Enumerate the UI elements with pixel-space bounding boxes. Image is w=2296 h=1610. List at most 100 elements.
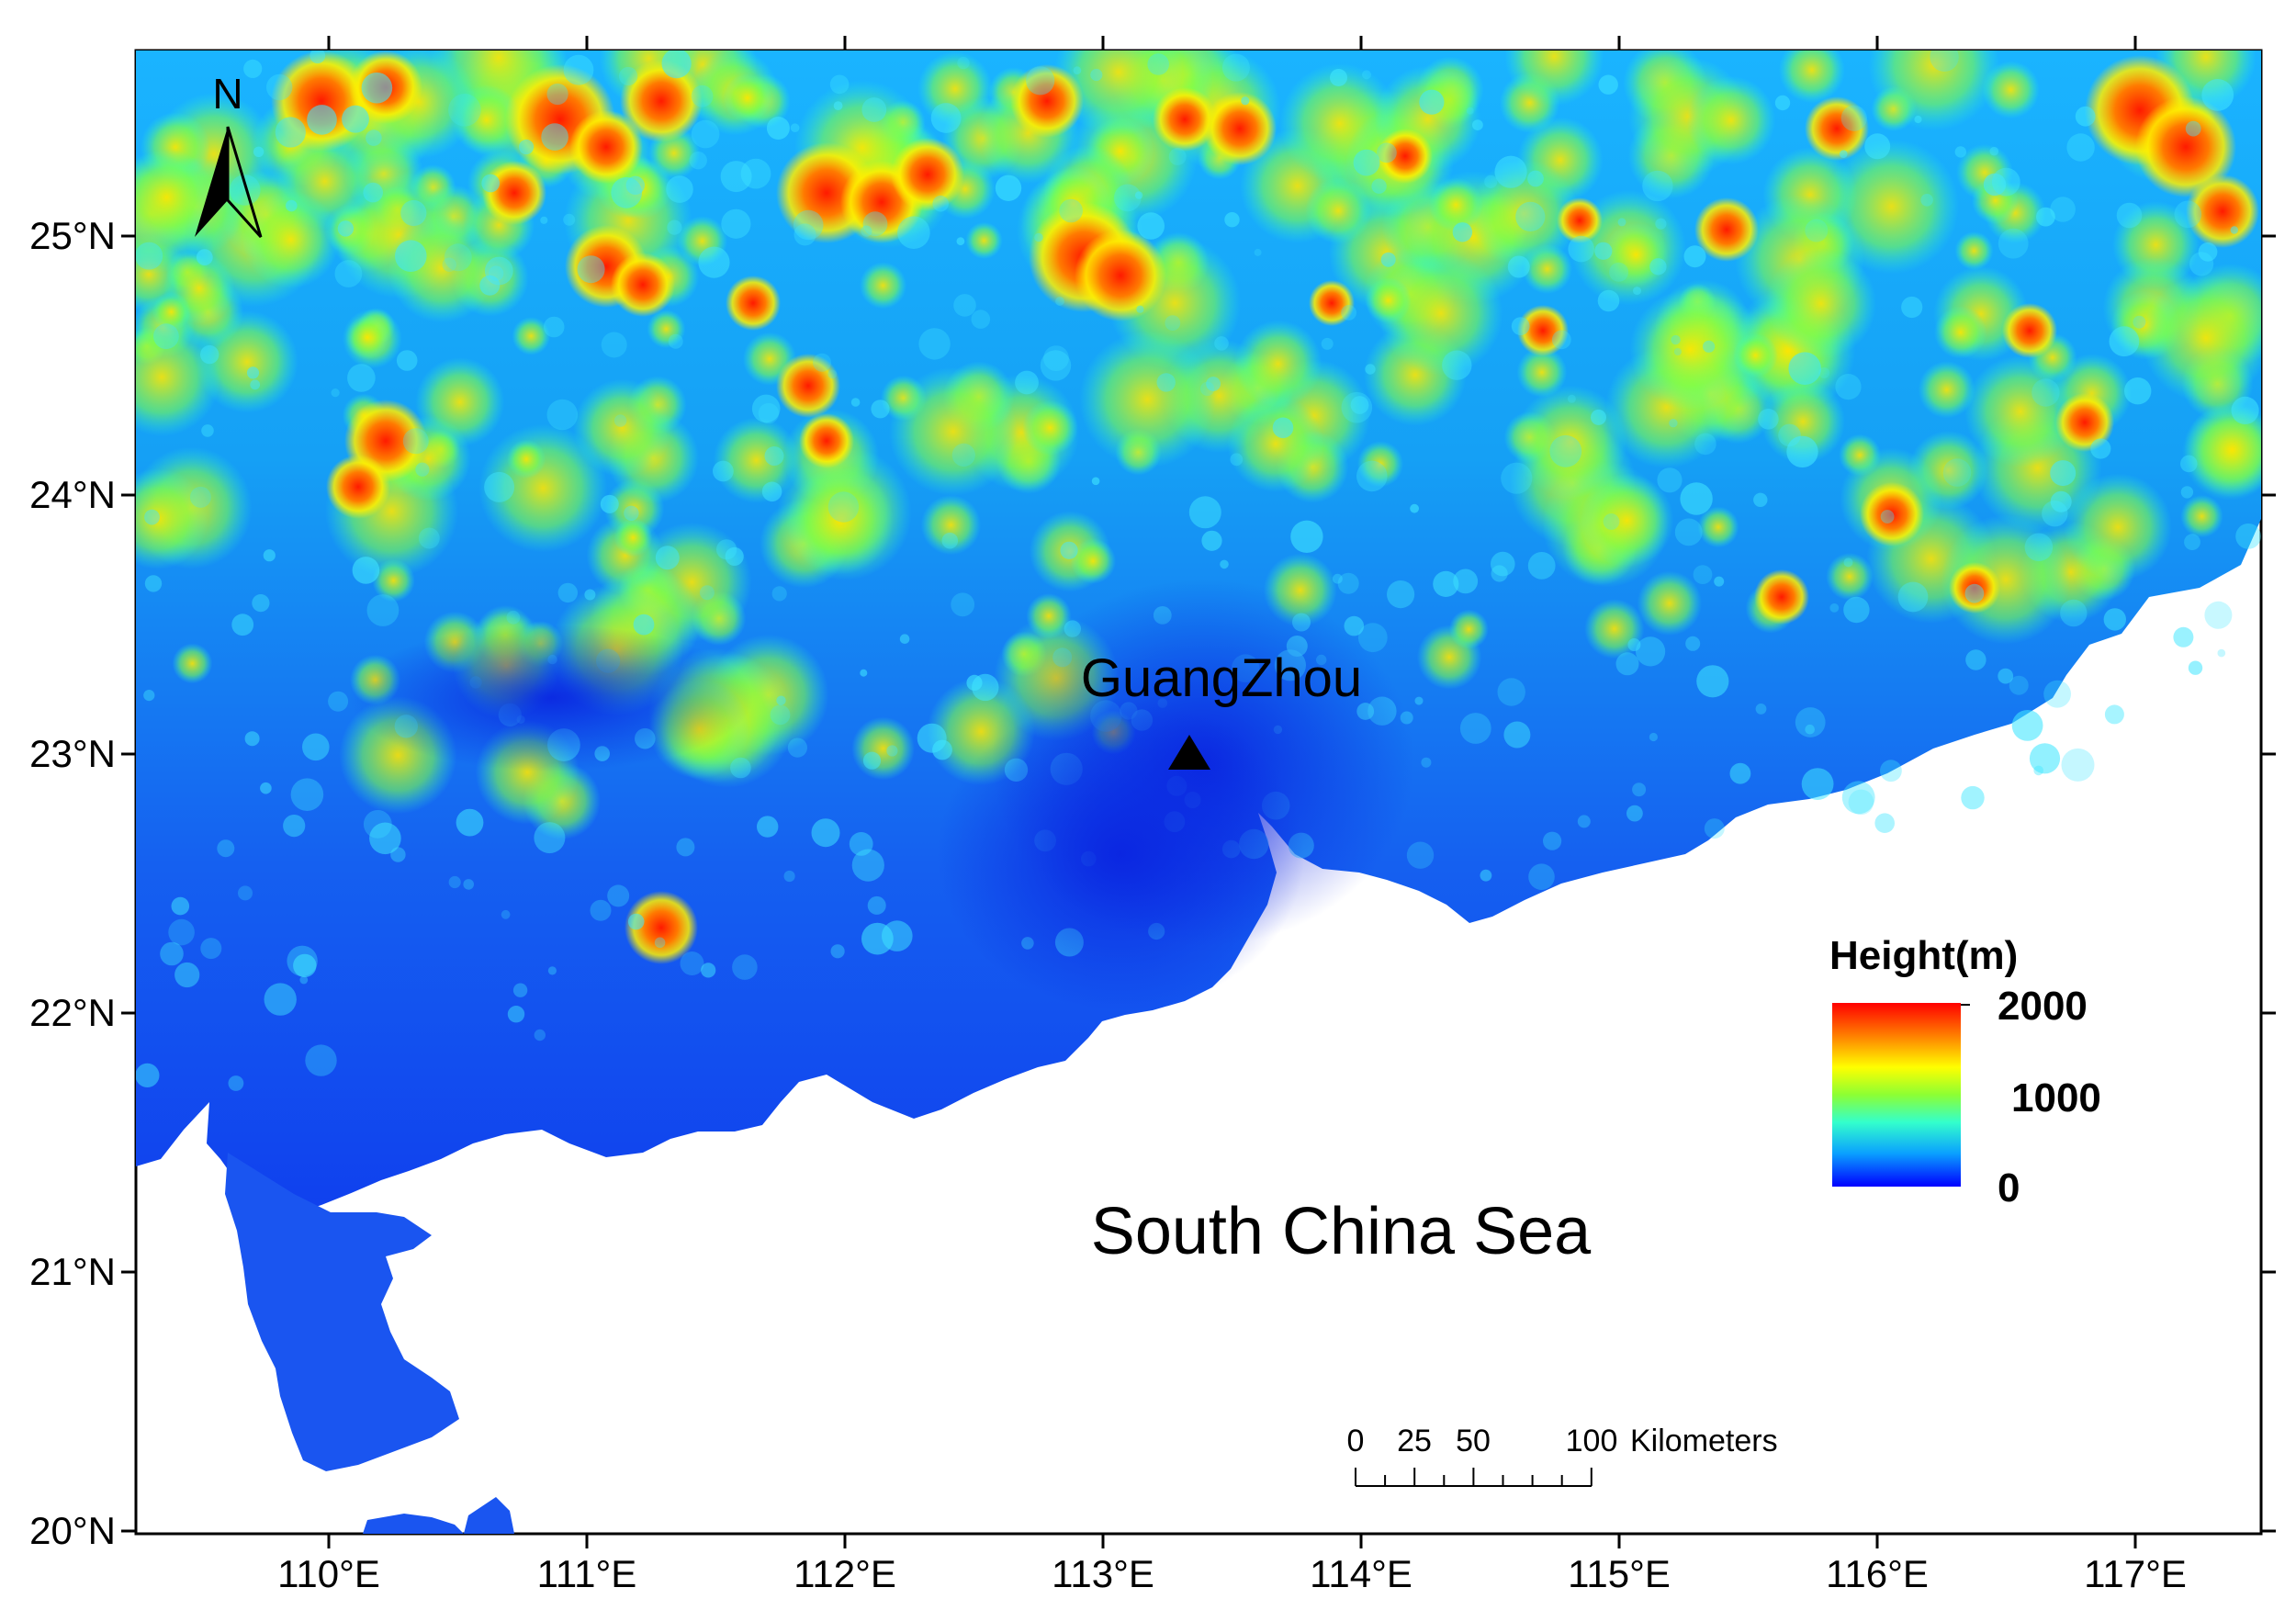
hill-speckle	[627, 913, 645, 930]
hill-speckle	[600, 494, 619, 513]
hill-speckle	[1206, 377, 1221, 391]
hill-speckle	[861, 97, 887, 122]
hill-speckle	[299, 975, 309, 985]
hill-speckle	[1113, 184, 1142, 212]
hill-speckle	[189, 486, 211, 508]
hill-speckle	[361, 72, 393, 104]
mountain-peak	[1153, 87, 1217, 152]
hill-speckle	[2180, 455, 2198, 473]
lon-label: 112°E	[793, 1552, 896, 1595]
hill-speckle	[1591, 409, 1606, 425]
hill-speckle	[721, 208, 751, 239]
hill-speckle	[290, 778, 324, 811]
hill-speckle	[829, 74, 850, 95]
hill-speckle	[1511, 317, 1530, 335]
hill-speckle	[1491, 565, 1508, 582]
hill-speckle	[1577, 815, 1591, 828]
hill-speckle	[766, 117, 790, 140]
hill-speckle	[1874, 813, 1895, 833]
highland-patch	[1584, 599, 1645, 659]
hill-speckle	[1683, 245, 1706, 268]
hill-speckle	[2201, 79, 2234, 111]
hill-speckle	[1671, 334, 1681, 345]
hill-speckle	[2075, 106, 2096, 127]
hill-speckle	[1991, 167, 2020, 197]
hill-speckle	[1290, 520, 1323, 553]
hill-speckle	[1774, 95, 1791, 111]
hill-speckle	[1603, 513, 1620, 530]
hill-speckle	[444, 243, 472, 272]
north-arrow-icon	[195, 127, 228, 237]
legend-title: Height(m)	[1829, 933, 2018, 978]
hill-speckle	[1669, 419, 1678, 428]
hill-speckle	[287, 945, 318, 977]
hill-speckle	[584, 589, 596, 601]
hill-speckle	[1753, 492, 1768, 507]
hill-speckle	[725, 546, 744, 567]
hill-speckle	[1964, 583, 1985, 603]
peninsula-polygon	[225, 1153, 459, 1471]
legend: Height(m) 2000 1000 0	[1829, 933, 2101, 1210]
hill-speckle	[713, 460, 734, 482]
hill-speckle	[1649, 258, 1667, 276]
highland-patch	[920, 495, 981, 556]
hill-speckle	[481, 174, 501, 193]
highland-patch	[512, 317, 551, 355]
hill-speckle	[1989, 146, 1999, 156]
hill-speckle	[402, 428, 429, 455]
hill-speckle	[1241, 96, 1250, 106]
highland-patch	[573, 378, 671, 478]
hill-speckle	[2024, 533, 2054, 562]
hill-speckle	[2009, 675, 2029, 695]
hill-speckle	[1494, 155, 1527, 188]
highland-patch	[1379, 251, 1503, 376]
hill-speckle	[1835, 374, 1862, 400]
hill-speckle	[1380, 252, 1396, 267]
highland-patch	[1761, 379, 1845, 464]
highland-patch	[1686, 75, 1776, 165]
hill-speckle	[2204, 601, 2233, 629]
highland-patch	[1428, 177, 1483, 232]
hill-speckle	[2104, 704, 2124, 725]
hill-speckle	[1930, 51, 1959, 72]
highland-patch	[1070, 538, 1117, 584]
hill-speckle	[1864, 133, 1891, 160]
hill-speckle	[625, 175, 645, 195]
hill-speckle	[1805, 724, 1815, 735]
hill-speckle	[851, 849, 884, 882]
highland-patch	[647, 310, 686, 349]
highland-patch	[1868, 51, 2000, 131]
hill-speckle	[1685, 636, 1701, 651]
hill-speckle	[546, 83, 568, 106]
hill-speckle	[448, 875, 461, 889]
hill-speckle	[1848, 789, 1874, 816]
mountain-peak	[799, 413, 854, 468]
hill-speckle	[1598, 74, 1618, 95]
hill-speckle	[757, 816, 779, 838]
hill-speckle	[2029, 743, 2061, 774]
scale-bar-ticks	[1355, 1468, 1593, 1486]
hill-speckle	[1188, 496, 1221, 529]
highland-patch	[1504, 51, 1604, 107]
hill-speckle	[861, 922, 894, 955]
highland-patch	[1918, 361, 1975, 419]
hill-speckle	[136, 242, 163, 270]
hill-speckle	[1507, 255, 1530, 278]
lon-label: 117°E	[2084, 1552, 2187, 1595]
mountain-peak	[625, 891, 698, 964]
hill-speckle	[1497, 678, 1525, 706]
hill-speckle	[867, 895, 886, 915]
highland-patch	[723, 73, 772, 123]
north-arrow-label: N	[212, 70, 242, 118]
hill-speckle	[2198, 242, 2218, 262]
hill-speckle	[2066, 133, 2095, 162]
hill-speckle	[1515, 201, 1546, 231]
lon-label: 113°E	[1052, 1552, 1154, 1595]
hill-speckle	[1704, 818, 1725, 839]
sea-label: South China Sea	[1091, 1195, 1592, 1268]
hill-speckle	[228, 1075, 244, 1091]
mountain-peak	[891, 138, 964, 211]
hill-speckle	[415, 462, 430, 477]
hill-speckle	[2184, 534, 2200, 551]
hill-speckle	[751, 394, 781, 423]
